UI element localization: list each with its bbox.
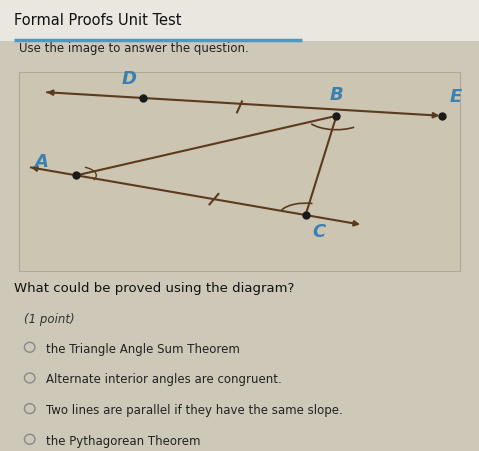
Text: Use the image to answer the question.: Use the image to answer the question. [19,42,249,55]
Text: Two lines are parallel if they have the same slope.: Two lines are parallel if they have the … [46,404,342,417]
Text: What could be proved using the diagram?: What could be proved using the diagram? [14,282,295,295]
Text: the Triangle Angle Sum Theorem: the Triangle Angle Sum Theorem [46,343,240,356]
FancyBboxPatch shape [19,72,460,271]
Text: the Pythagorean Theorem: the Pythagorean Theorem [46,435,200,448]
Text: D: D [122,70,137,88]
FancyBboxPatch shape [0,0,479,41]
Text: A: A [34,153,48,171]
Text: (1 point): (1 point) [24,313,75,326]
Text: Alternate interior angles are congruent.: Alternate interior angles are congruent. [46,373,281,387]
Text: E: E [449,88,462,106]
Text: C: C [312,223,325,241]
Text: B: B [330,86,343,104]
Text: Formal Proofs Unit Test: Formal Proofs Unit Test [14,13,182,28]
